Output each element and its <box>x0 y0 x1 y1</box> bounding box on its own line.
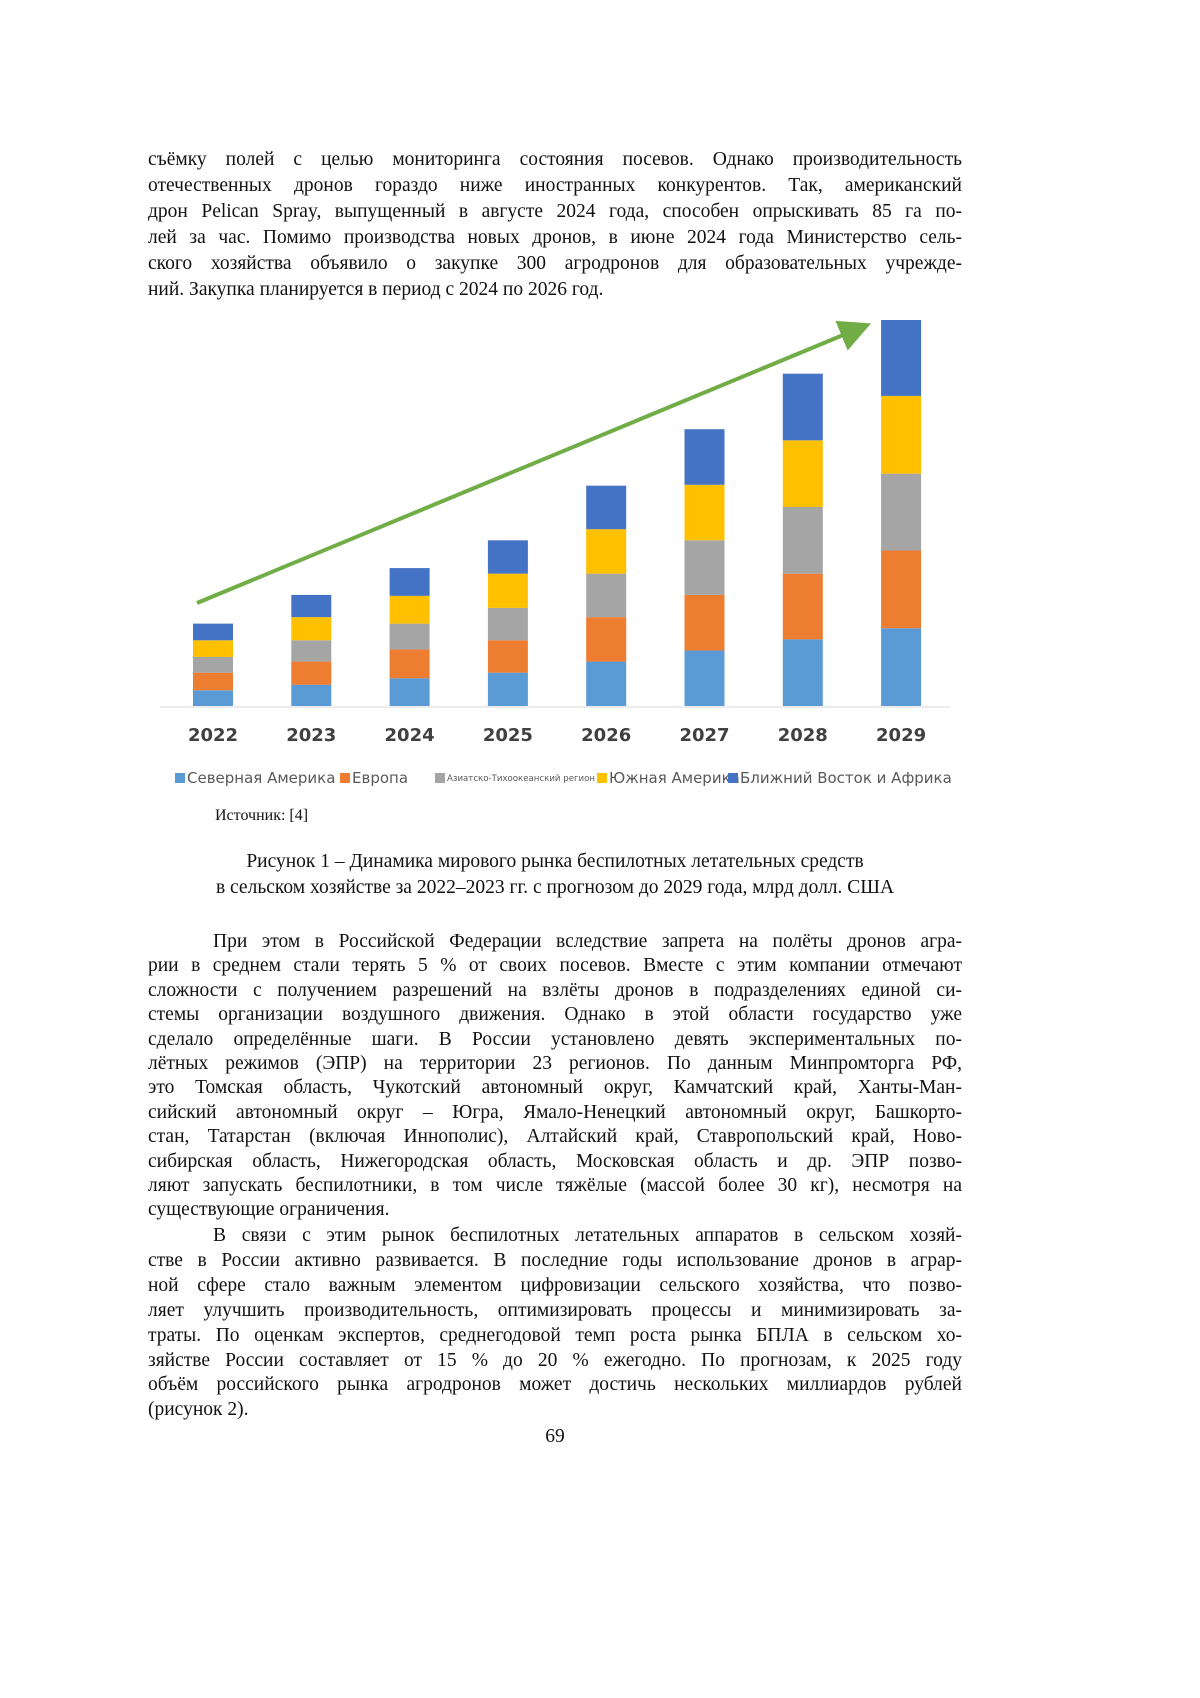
bar-segment <box>390 596 430 624</box>
paragraph-line: При этом в Российской Федерации вследств… <box>213 930 962 954</box>
bar-segment <box>193 624 233 641</box>
bar-segment <box>193 690 233 706</box>
paragraph-line: стемы организации воздушного движения. О… <box>148 1003 962 1027</box>
paragraph-line: это Томская область, Чукотский автономны… <box>148 1076 962 1100</box>
bar-segment <box>783 507 823 574</box>
paragraph-line: существующие ограничения. <box>148 1198 962 1222</box>
x-tick-label: 2028 <box>778 725 828 746</box>
bar-segment <box>291 662 331 685</box>
bar-segment <box>488 540 528 573</box>
paragraph-line: лётных режимов (ЭПР) на территории 23 ре… <box>148 1052 962 1076</box>
bar-segment <box>488 608 528 640</box>
bar-segment <box>193 673 233 691</box>
bar-segment <box>685 650 725 706</box>
page-number: 69 <box>148 1425 962 1449</box>
paragraph-line: объём российского рынка агродронов может… <box>148 1373 962 1397</box>
bar-segment <box>685 595 725 651</box>
legend-swatch <box>728 773 738 783</box>
source: Источник: [4] <box>215 804 1029 828</box>
legend-swatch <box>175 773 185 783</box>
legend-label: Южная Америка <box>609 769 740 787</box>
paragraph-line: рии в среднем стали терять 5 % от своих … <box>148 954 962 978</box>
bar-segment <box>390 650 430 679</box>
paragraph-line: лей за час. Помимо производства новых др… <box>148 226 962 250</box>
bar-segment <box>685 540 725 595</box>
bar-segment <box>291 595 331 617</box>
bar-segment <box>586 486 626 530</box>
paragraph-line: стан, Татарстан (включая Иннополис), Алт… <box>148 1125 962 1149</box>
legend-label: Азиатско-Тихоокеанский регион <box>447 774 595 784</box>
bar-segment <box>881 320 921 396</box>
bar-segment <box>881 628 921 706</box>
x-tick-label: 2025 <box>483 725 533 746</box>
bar-segment <box>390 678 430 706</box>
paragraph-line: ляет улучшить производительность, оптими… <box>148 1299 962 1323</box>
legend-label: Северная Америка <box>187 769 335 787</box>
paragraph-line: сибирская область, Нижегородская область… <box>148 1150 962 1174</box>
x-tick-label: 2029 <box>876 725 926 746</box>
x-tick-label: 2026 <box>581 725 631 746</box>
bar-segment <box>881 474 921 551</box>
bar-segment <box>685 485 725 541</box>
paragraph-line: стве в России активно развивается. В пос… <box>148 1249 962 1273</box>
bar-segment <box>586 662 626 706</box>
bar-segment <box>291 617 331 640</box>
bar-segment <box>390 568 430 596</box>
x-tick-label: 2023 <box>286 725 336 746</box>
caption-line: Рисунок 1 – Динамика мирового рынка бесп… <box>148 850 962 874</box>
bar-segment <box>488 574 528 608</box>
bar-segment <box>783 574 823 640</box>
bar-segment <box>586 574 626 618</box>
bar-segment <box>193 640 233 657</box>
paragraph-line: дрон Pelican Spray, выпущенный в августе… <box>148 200 962 224</box>
bar-segment <box>291 685 331 706</box>
paragraph-line: сложности с получением разрешений на взл… <box>148 979 962 1003</box>
paragraph-line: ной сфере стало важным элементом цифрови… <box>148 1274 962 1298</box>
bar-segment <box>783 639 823 706</box>
bar-segment <box>193 657 233 673</box>
paragraph-line: зяйстве России составляет от 15 % до 20 … <box>148 1349 962 1373</box>
legend-label: Европа <box>352 769 408 787</box>
bar-segment <box>488 640 528 672</box>
bar-segment <box>390 624 430 650</box>
bar-segment <box>488 673 528 706</box>
legend-label: Ближний Восток и Африка <box>740 769 952 787</box>
bar-segment <box>291 640 331 661</box>
legend-swatch <box>435 773 445 783</box>
caption-line: в сельском хозяйстве за 2022–2023 гг. с … <box>148 876 962 900</box>
bar-segment <box>586 617 626 661</box>
bar-segment <box>685 429 725 485</box>
trend-arrow <box>197 328 860 603</box>
x-tick-label: 2022 <box>188 725 238 746</box>
x-tick-label: 2024 <box>385 725 435 746</box>
bar-segment <box>881 396 921 474</box>
legend-swatch <box>340 773 350 783</box>
bar-segment <box>881 550 921 628</box>
paragraph-line: ского хозяйства объявило о закупке 300 а… <box>148 252 962 276</box>
paragraph-line: ний. Закупка планируется в период с 2024… <box>148 278 962 302</box>
paragraph-line: В связи с этим рынок беспилотных летател… <box>213 1224 962 1248</box>
paragraph-line: отечественных дронов гораздо ниже иностр… <box>148 174 962 198</box>
legend-swatch <box>597 773 607 783</box>
paragraph-line: траты. По оценкам экспертов, среднегодов… <box>148 1324 962 1348</box>
paragraph-line: ляют запускать беспилотники, в том числе… <box>148 1174 962 1198</box>
bar-segment <box>586 529 626 573</box>
bar-segment <box>783 440 823 507</box>
x-tick-label: 2027 <box>679 725 729 746</box>
bar-segment <box>783 374 823 441</box>
paragraph-line: (рисунок 2). <box>148 1398 962 1422</box>
paragraph-line: сделало определённые шаги. В России уста… <box>148 1028 962 1052</box>
paragraph-line: съёмку полей с целью мониторинга состоян… <box>148 148 962 172</box>
paragraph-line: сийский автономный округ – Югра, Ямало-Н… <box>148 1101 962 1125</box>
chart: 2022 2023 2024 2025 2026 2027 2028 2029 Северная… <box>160 318 960 808</box>
